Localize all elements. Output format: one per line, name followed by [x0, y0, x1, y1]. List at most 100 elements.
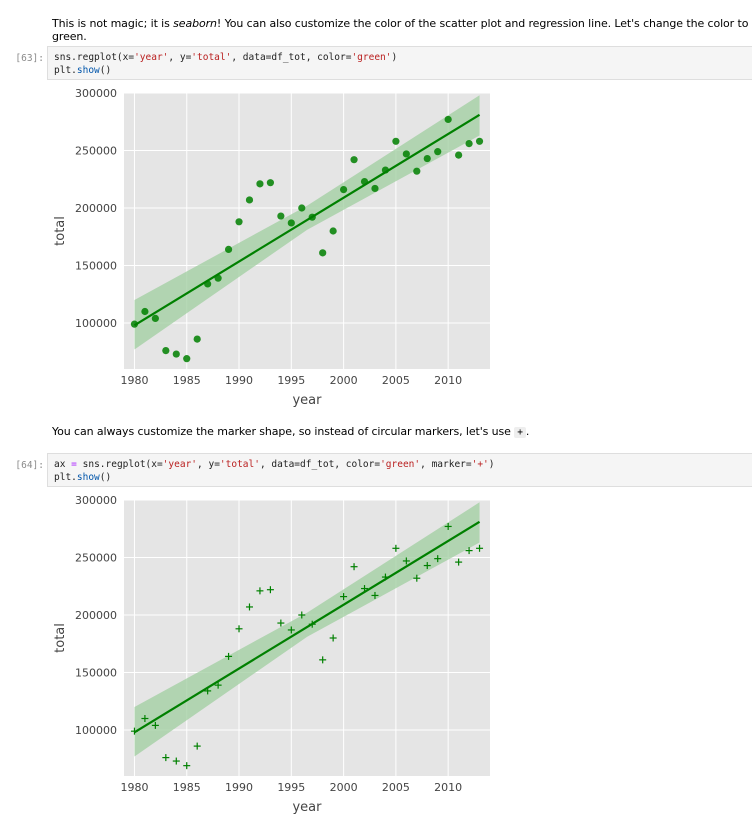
confidence-band [134, 502, 480, 757]
markdown-emphasis: seaborn [173, 17, 217, 30]
y-tick-label: 100000 [75, 724, 117, 737]
y-axis-label: total [53, 216, 68, 246]
data-point [151, 314, 159, 322]
data-point [476, 544, 484, 552]
data-point [224, 245, 233, 253]
data-point [214, 681, 222, 689]
data-point [413, 574, 421, 582]
code-line: sns.regplot(x='year', y='total', data=df… [54, 52, 398, 63]
markdown-text: You can always customize the marker shap… [52, 425, 529, 438]
data-point [256, 587, 264, 595]
code-line: plt.show() [54, 65, 112, 76]
data-point [235, 218, 243, 226]
data-point [235, 625, 243, 633]
y-axis-label: total [53, 623, 68, 653]
data-point [465, 547, 473, 555]
x-tick-label: 1995 [277, 374, 305, 387]
x-axis-label: year [292, 800, 322, 815]
data-point [287, 626, 295, 634]
data-point [172, 350, 180, 358]
x-tick-label: 2005 [382, 781, 410, 794]
x-axis-label: year [292, 393, 322, 408]
regression-line [133, 520, 481, 734]
regplot-chart-circles: 1980 1985 1990 1995 2000 2005 2010 100000 150000… [53, 88, 490, 408]
data-point [193, 335, 201, 343]
data-point [444, 115, 452, 124]
y-tick-label: 300000 [75, 88, 117, 100]
data-point [475, 137, 484, 145]
x-tick-label: 2000 [330, 374, 358, 387]
x-tick-label: 1990 [225, 374, 253, 387]
data-point [298, 611, 306, 619]
data-point [340, 186, 348, 194]
x-tick-label: 2010 [434, 374, 462, 387]
data-point [245, 603, 253, 611]
code-cell-input[interactable]: sns.regplot(x='year', y='total', data=df… [47, 46, 752, 80]
data-point [162, 754, 170, 762]
markdown-text: This is not magic; it is seaborn! You ca… [52, 17, 752, 43]
data-point [193, 742, 201, 750]
data-point [277, 619, 285, 627]
y-tick-label: 250000 [75, 145, 117, 158]
data-point [319, 656, 327, 664]
x-tick-label: 2005 [382, 374, 410, 387]
data-point [298, 204, 306, 212]
data-point [266, 586, 274, 594]
data-point [434, 555, 442, 563]
y-tick-label: 100000 [75, 317, 117, 330]
data-point [287, 219, 295, 227]
data-point [423, 562, 431, 570]
data-point [329, 634, 337, 642]
y-tick-label: 200000 [75, 202, 117, 215]
input-prompt: [63]: [15, 53, 44, 64]
data-point [350, 156, 358, 164]
data-point [141, 307, 149, 316]
x-tick-label: 2010 [434, 781, 462, 794]
data-point [277, 212, 285, 220]
data-point [340, 593, 348, 601]
code-line: ax = sns.regplot(x='year', y='total', da… [54, 459, 495, 470]
markdown-span: . [525, 425, 530, 438]
x-tick-label: 1980 [120, 781, 148, 794]
data-point [162, 347, 170, 355]
input-prompt: [64]: [15, 460, 44, 471]
x-tick-label: 1990 [225, 781, 253, 794]
data-point [256, 180, 264, 188]
code-cell-input[interactable]: ax = sns.regplot(x='year', y='total', da… [47, 453, 752, 487]
inline-code: + [514, 427, 526, 438]
markdown-span: This is not magic; it is [52, 17, 174, 30]
markdown-span: ! You can also customize the color of th… [52, 17, 749, 43]
data-point [183, 355, 191, 363]
data-point [350, 563, 358, 571]
data-point [151, 721, 159, 729]
data-point [225, 652, 233, 660]
data-point [402, 150, 410, 158]
y-tick-label: 200000 [75, 609, 117, 622]
data-point [319, 249, 327, 257]
data-point [392, 137, 400, 145]
data-point [172, 757, 180, 765]
y-tick-label: 300000 [75, 495, 117, 507]
data-point [413, 167, 421, 175]
x-tick-label: 1985 [173, 781, 201, 794]
data-point [465, 140, 473, 148]
data-point [371, 591, 379, 599]
data-point [371, 184, 379, 193]
regplot-chart-plus: 1980 1985 1990 1995 2000 2005 2010 100000 150000… [53, 495, 490, 815]
x-tick-label: 1980 [120, 374, 148, 387]
data-point [183, 762, 191, 770]
x-tick-label: 1995 [277, 781, 305, 794]
data-point [329, 227, 337, 235]
data-point [141, 715, 149, 722]
data-point [444, 522, 452, 530]
code-line: plt.show() [54, 472, 112, 483]
regression-line [133, 113, 481, 327]
y-tick-label: 150000 [75, 667, 117, 680]
data-point [392, 544, 400, 552]
data-point [455, 558, 463, 566]
confidence-band [134, 95, 480, 350]
x-tick-label: 1985 [173, 374, 201, 387]
data-point [245, 196, 254, 204]
data-point [402, 557, 410, 565]
y-tick-label: 250000 [75, 552, 117, 565]
